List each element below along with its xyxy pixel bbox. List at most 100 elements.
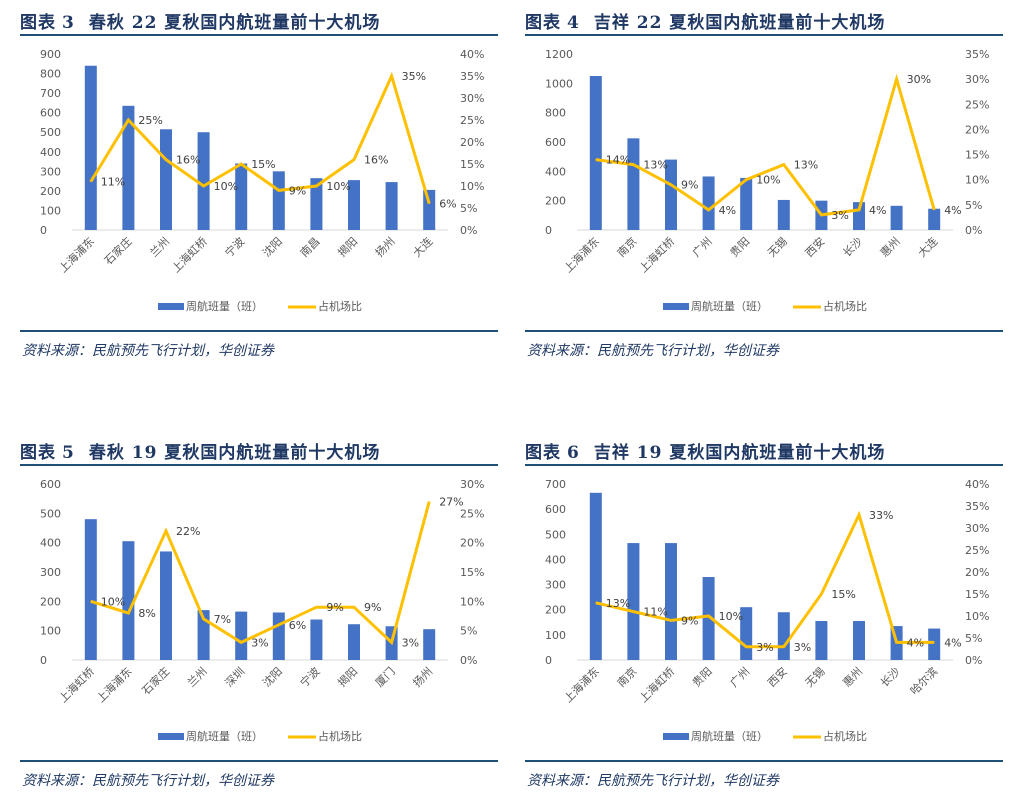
- line-point: [391, 75, 393, 77]
- legend-label: 占机场比: [318, 299, 362, 313]
- title-rule: [525, 464, 1003, 466]
- y-tick-label: 200: [545, 604, 566, 617]
- figure-title-text: 吉祥 19 夏秋国内航班量前十大机场: [593, 443, 886, 463]
- combo-chart: 0 100 200 300 400 500 600 700 800 900 0% 5% 10% 15% 20…: [40, 48, 484, 313]
- y2-tick-label: 20%: [460, 136, 484, 149]
- data-label: 3%: [251, 636, 268, 649]
- data-label: 3%: [402, 636, 419, 649]
- bar: [777, 199, 790, 230]
- bar: [815, 621, 828, 660]
- source-note: 资料来源：民航预先飞行计划，华创证券: [527, 343, 779, 359]
- figure-number: 5: [62, 443, 75, 463]
- line-point: [278, 624, 280, 626]
- legend-label: 占机场比: [823, 299, 867, 313]
- y2-tick-label: 25%: [460, 114, 484, 127]
- line-point: [240, 641, 242, 643]
- category-label: 长沙: [878, 665, 903, 690]
- line-point: [127, 612, 129, 614]
- category-label: 南京: [614, 664, 639, 689]
- category-label: 上海虹桥: [169, 234, 210, 275]
- y2-tick-label: 15%: [965, 149, 989, 162]
- y-tick-label: 0: [40, 654, 47, 667]
- bar: [890, 205, 903, 230]
- bar: [423, 189, 436, 230]
- legend-swatch-bar: [158, 303, 184, 310]
- category-label: 上海浦东: [94, 664, 135, 705]
- data-label: 8%: [138, 607, 155, 620]
- category-label: 广州: [728, 665, 753, 690]
- data-label: 10%: [326, 180, 350, 193]
- share-line: [89, 71, 431, 205]
- bar: [740, 177, 753, 230]
- line-point: [203, 618, 205, 620]
- y-tick-label: 700: [545, 478, 566, 491]
- legend-label: 占机场比: [823, 729, 867, 743]
- figure-6: 图表 6 吉祥 19 夏秋国内航班量前十大机场 0 100 200 300 400 500 60…: [525, 430, 1015, 810]
- data-label: 9%: [289, 184, 306, 197]
- y2-tick-label: 20%: [460, 537, 484, 550]
- y2-tick-label: 10%: [965, 174, 989, 187]
- bar: [310, 178, 323, 230]
- category-label: 深圳: [223, 665, 248, 690]
- bar: [122, 105, 135, 230]
- y-tick-label: 800: [40, 68, 61, 81]
- y-tick-label: 400: [545, 553, 566, 566]
- bar: [702, 176, 715, 230]
- line-point: [745, 179, 747, 181]
- line-point: [353, 606, 355, 608]
- y-tick-label: 300: [40, 165, 61, 178]
- data-label: 11%: [643, 606, 667, 619]
- y-tick-label: 200: [40, 595, 61, 608]
- y2-tick-label: 5%: [460, 625, 477, 638]
- figure-title: 图表 4 吉祥 22 夏秋国内航班量前十大机场: [525, 8, 885, 33]
- y-tick-label: 0: [40, 224, 47, 237]
- y-tick-label: 300: [40, 566, 61, 579]
- y-tick-label: 400: [40, 146, 61, 159]
- data-label: 25%: [138, 114, 162, 127]
- bar: [84, 65, 97, 230]
- data-label: 14%: [606, 154, 630, 167]
- y2-tick-label: 30%: [460, 92, 484, 105]
- source-rule: [525, 330, 1003, 332]
- bar: [197, 132, 210, 230]
- y2-tick-label: 15%: [460, 566, 484, 579]
- y2-tick-label: 25%: [965, 544, 989, 557]
- line-point: [708, 209, 710, 211]
- y-tick-label: 600: [545, 503, 566, 516]
- category-label: 西安: [764, 664, 789, 689]
- data-label: 4%: [869, 204, 886, 217]
- figure-4: 图表 4 吉祥 22 夏秋国内航班量前十大机场 0 200 400 600 800 1000 1…: [525, 0, 1015, 380]
- figure-5: 图表 5 春秋 19 夏秋国内航班量前十大机场 0 100 200 300 400 500 60…: [20, 430, 510, 810]
- category-label: 无锡: [764, 234, 789, 259]
- category-label: 石家庄: [139, 664, 172, 697]
- category-label: 石家庄: [101, 234, 134, 267]
- source-rule: [20, 330, 498, 332]
- y-tick-label: 500: [545, 528, 566, 541]
- figure-number: 4: [567, 13, 580, 33]
- legend-swatch-bar: [663, 733, 689, 740]
- bar: [197, 610, 210, 660]
- y-tick-label: 1000: [545, 77, 573, 90]
- y2-tick-label: 25%: [460, 507, 484, 520]
- y-tick-label: 600: [545, 136, 566, 149]
- data-label: 9%: [681, 179, 698, 192]
- source-rule: [20, 760, 498, 762]
- category-label: 西安: [802, 234, 827, 259]
- data-label: 4%: [719, 204, 736, 217]
- line-point: [127, 119, 129, 121]
- y2-tick-label: 40%: [460, 48, 484, 61]
- category-label: 南京: [614, 234, 639, 259]
- data-label: 3%: [794, 641, 811, 654]
- category-label: 揭阳: [335, 664, 360, 689]
- bar: [348, 180, 360, 230]
- data-label: 27%: [439, 496, 463, 509]
- bar: [235, 163, 248, 230]
- category-label: 长沙: [840, 235, 865, 260]
- y-tick-label: 500: [40, 126, 61, 139]
- bar: [160, 129, 172, 230]
- y2-tick-label: 10%: [460, 595, 484, 608]
- line-point: [595, 602, 597, 604]
- category-label: 上海浦东: [561, 234, 602, 275]
- bar: [310, 619, 323, 660]
- line-point: [820, 593, 822, 595]
